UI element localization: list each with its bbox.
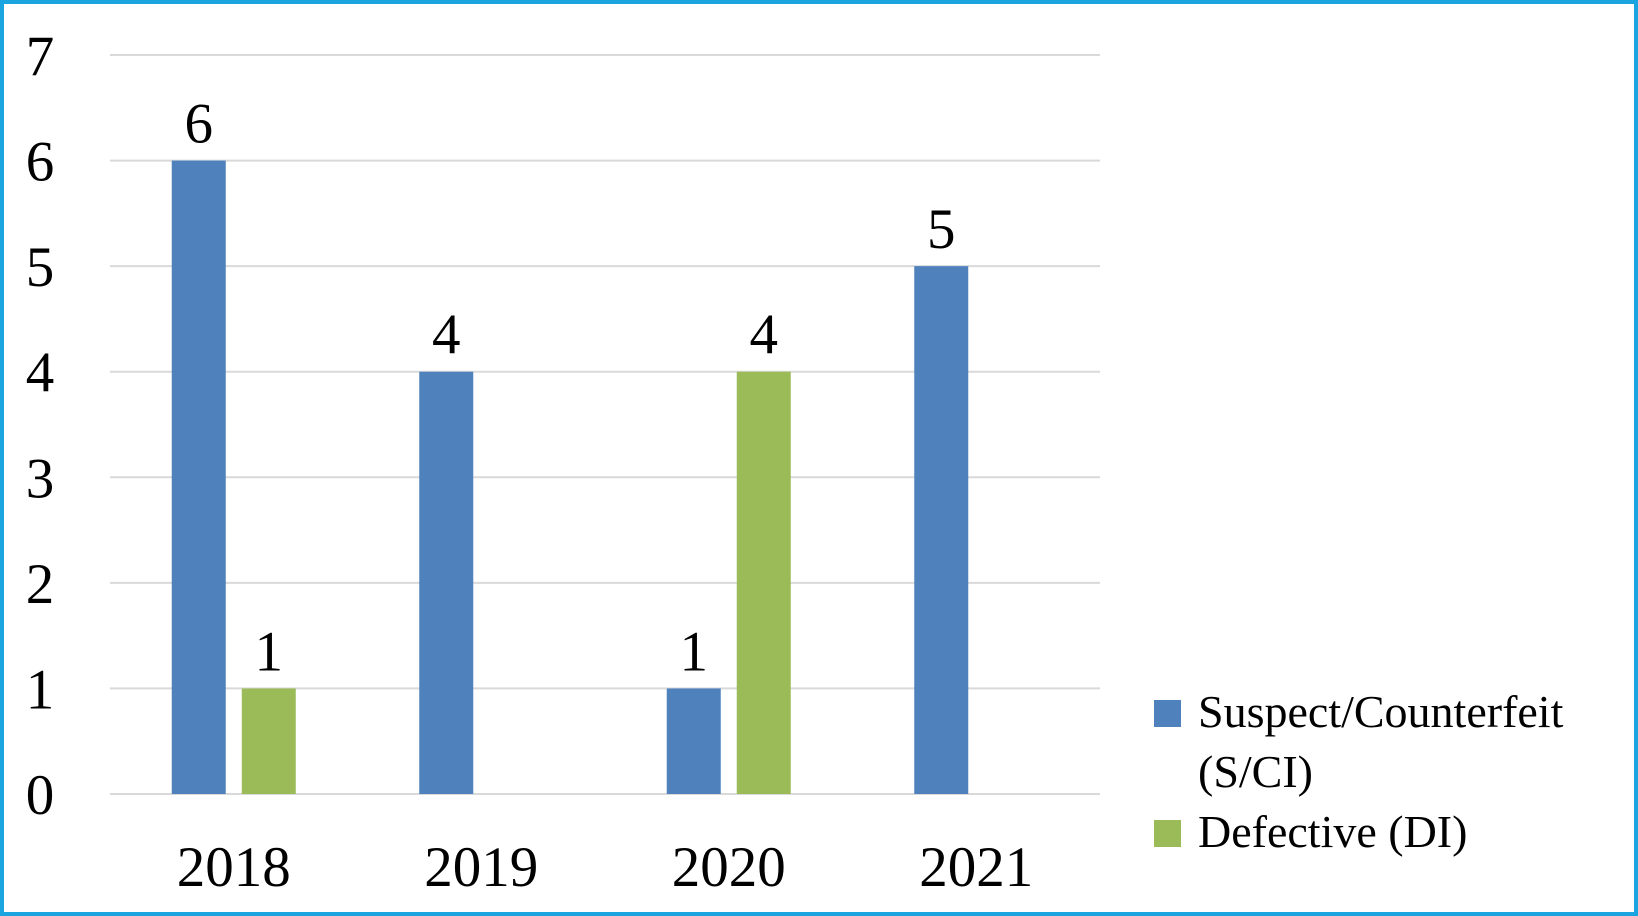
legend-item: Suspect/Counterfeit (S/CI) [1154,682,1584,802]
bar [419,371,474,794]
bar [736,371,791,794]
data-label: 1 [680,620,709,683]
y-tick-label: 3 [26,447,55,510]
x-tick-label: 2021 [919,836,1033,899]
x-tick-label: 2019 [424,836,538,899]
y-tick-label: 2 [26,553,55,616]
y-tick-label: 6 [26,131,55,194]
legend-swatch [1154,700,1181,727]
data-label: 4 [432,304,461,367]
legend-swatch [1154,820,1181,847]
x-tick-label: 2020 [672,836,786,899]
data-label: 1 [255,620,284,683]
bar [171,160,226,795]
x-tick-label: 2018 [177,836,291,899]
data-label: 4 [750,304,779,367]
legend-label: Defective (DI) [1198,806,1468,857]
y-tick-label: 0 [26,764,55,827]
legend: Suspect/Counterfeit (S/CI) Defective (DI) [1154,682,1584,862]
y-tick-label: 1 [26,658,55,721]
data-label: 6 [185,93,214,156]
y-tick-label: 5 [26,236,55,299]
bar [241,688,296,794]
bar [666,688,721,794]
bar [914,266,969,795]
legend-item: Defective (DI) [1154,802,1584,862]
data-label: 5 [927,198,956,261]
y-tick-label: 7 [26,25,55,88]
y-tick-label: 4 [26,342,55,405]
legend-label: Suspect/Counterfeit (S/CI) [1198,686,1564,797]
